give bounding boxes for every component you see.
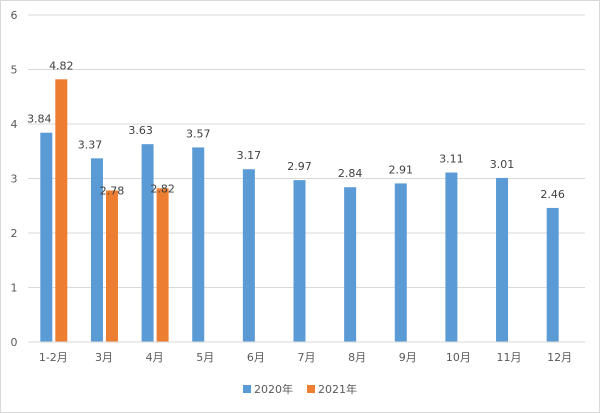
data-label: 3.37: [78, 138, 103, 151]
x-tick-label: 7月: [298, 351, 316, 364]
y-tick-label: 5: [11, 64, 18, 77]
data-label: 2.97: [287, 160, 312, 173]
bar-2020年: [546, 207, 559, 342]
legend-swatch: [243, 385, 251, 393]
data-label: 3.57: [186, 127, 211, 140]
data-label: 2.82: [150, 182, 175, 195]
x-tick-label: 3月: [95, 351, 113, 364]
y-tick-label: 4: [11, 118, 18, 131]
bar-2020年: [141, 144, 154, 342]
x-tick-label: 11月: [497, 351, 522, 364]
bar-2020年: [394, 183, 407, 342]
x-tick-label: 4月: [146, 351, 164, 364]
x-tick-label: 1-2月: [39, 351, 68, 364]
data-label: 3.84: [27, 113, 52, 126]
bar-2021年: [55, 79, 68, 342]
bar-2020年: [496, 177, 509, 342]
bar-2020年: [445, 172, 458, 342]
bar-2020年: [40, 132, 53, 342]
data-label: 2.91: [389, 163, 414, 176]
data-label: 3.63: [128, 124, 153, 137]
bar-2020年: [90, 158, 103, 342]
bar-2021年: [156, 188, 169, 342]
bar-2020年: [344, 187, 357, 342]
bar-2020年: [242, 169, 255, 342]
y-tick-label: 3: [11, 173, 18, 186]
data-label: 2.46: [540, 188, 565, 201]
legend-label: 2021年: [318, 382, 357, 396]
data-label: 2.84: [338, 167, 363, 180]
data-label: 3.01: [490, 158, 515, 171]
y-tick-label: 1: [11, 282, 18, 295]
bar-2021年: [105, 190, 118, 342]
y-tick-label: 6: [11, 9, 18, 22]
x-tick-label: 9月: [399, 351, 417, 364]
x-tick-label: 10月: [446, 351, 471, 364]
bar-2020年: [192, 147, 205, 342]
data-label: 2.78: [100, 184, 125, 197]
y-tick-label: 0: [11, 336, 18, 349]
x-tick-label: 12月: [547, 351, 572, 364]
data-label: 4.82: [49, 59, 74, 72]
x-tick-label: 6月: [247, 351, 265, 364]
data-label: 3.11: [439, 153, 464, 166]
legend-label: 2020年: [254, 382, 293, 396]
legend-swatch: [307, 385, 315, 393]
data-label: 3.17: [237, 149, 262, 162]
x-tick-label: 8月: [348, 351, 366, 364]
y-tick-label: 2: [11, 227, 18, 240]
x-tick-label: 5月: [196, 351, 214, 364]
bar-2020年: [293, 180, 306, 342]
